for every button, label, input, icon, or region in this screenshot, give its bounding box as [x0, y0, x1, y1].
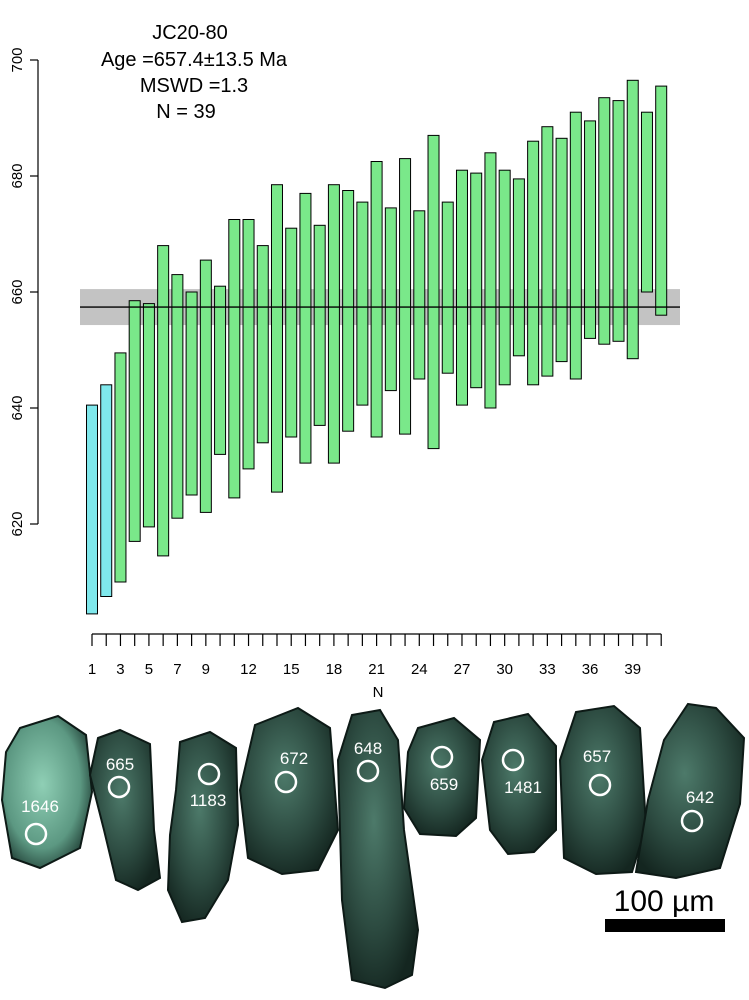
y-tick-label: 700 [9, 47, 26, 72]
grain-age-label: 648 [354, 739, 382, 758]
x-tick-label: 33 [539, 661, 556, 678]
x-tick-label: 24 [411, 661, 428, 678]
spot-5 [356, 759, 380, 783]
scale-bar: 100 µm [605, 885, 725, 932]
spot-8 [588, 773, 612, 797]
x-tick-label: 21 [368, 661, 385, 678]
zircon-grain-7 [480, 712, 557, 856]
age-bar [356, 201, 369, 406]
x-tick-label: 9 [202, 661, 210, 678]
scale-bar-line [605, 919, 725, 932]
age-bar [228, 219, 241, 499]
spot-3 [197, 762, 221, 786]
grain-age-label: 665 [106, 755, 134, 774]
age-bar [527, 140, 540, 386]
age-bar [242, 219, 255, 470]
x-tick-label: 36 [582, 661, 599, 678]
age-bar [455, 169, 468, 406]
y-tick-label: 680 [9, 163, 26, 188]
sample-count: N = 39 [156, 101, 215, 123]
zircon-grain-9 [634, 702, 746, 880]
age-bar [270, 184, 283, 493]
age-bar [185, 291, 198, 496]
spot-9 [680, 809, 704, 833]
age-bar [100, 384, 113, 597]
age-bar [384, 207, 397, 392]
zircon-grain-5 [336, 708, 420, 990]
x-tick-label: 39 [624, 661, 641, 678]
age-bar [584, 120, 597, 339]
age-bar [470, 172, 483, 389]
x-axis-title: N [373, 684, 384, 701]
zircon-grain-3 [166, 730, 240, 924]
zircon-grain-6 [402, 716, 482, 838]
y-tick-label: 660 [9, 279, 26, 304]
age-bar [256, 245, 269, 444]
grain-age-label: 657 [583, 747, 611, 766]
age-bar [157, 245, 170, 557]
age-bar [598, 97, 611, 345]
spot-2 [107, 775, 131, 799]
x-tick-label: 5 [145, 661, 153, 678]
grain-age-label: 659 [430, 775, 458, 794]
age-bar [512, 178, 525, 357]
age-bar [655, 85, 668, 316]
age-bar [413, 210, 426, 380]
x-tick-label: 3 [116, 661, 124, 678]
mswd-value: MSWD =1.3 [140, 75, 248, 97]
x-tick-label: 1 [88, 661, 96, 678]
zircon-grain-panel: 1646 665 1183 672 648 659 1481 657 642 [0, 702, 746, 990]
x-tick-label: 27 [454, 661, 471, 678]
age-bar [569, 111, 582, 380]
grain-age-label: 1646 [21, 797, 59, 816]
age-bar [541, 126, 554, 377]
age-bar [399, 158, 412, 435]
age-annotation: JC20-80 Age =657.4±13.5 Ma MSWD =1.3 N =… [101, 22, 288, 123]
age-bar [370, 161, 383, 438]
x-tick-label: 15 [283, 661, 300, 678]
age-bar [199, 259, 212, 513]
spot-7 [501, 748, 525, 772]
age-bar [285, 227, 298, 438]
zircon-grain-2 [88, 728, 162, 892]
age-bar [299, 192, 312, 464]
age-bar [114, 352, 127, 583]
spot-1 [24, 822, 48, 846]
age-bar [484, 152, 497, 409]
grain-age-label: 672 [280, 749, 308, 768]
age-result: Age =657.4±13.5 Ma [101, 49, 288, 71]
age-bar [327, 184, 340, 464]
x-tick-label: 30 [496, 661, 513, 678]
grain-age-label: 1183 [190, 791, 227, 810]
x-tick-label: 12 [240, 661, 257, 678]
age-bar [313, 224, 326, 426]
x-tick-label: 7 [173, 661, 181, 678]
spot-4 [274, 770, 298, 794]
age-bar [171, 274, 184, 519]
x-tick-label: 18 [326, 661, 343, 678]
age-bar [427, 134, 440, 450]
age-bar [640, 111, 653, 293]
age-bar [86, 404, 98, 615]
age-bar [342, 190, 355, 432]
y-tick-label: 620 [9, 511, 26, 536]
age-bar [128, 300, 141, 542]
age-bar [612, 100, 625, 342]
sample-id: JC20-80 [152, 22, 228, 44]
age-bar [142, 303, 155, 528]
age-bar [214, 285, 227, 455]
age-bar [441, 201, 454, 374]
zircon-grain-1 [0, 714, 94, 870]
age-bar [555, 137, 568, 363]
chart-plot-area: 620 640 660 680 700 1 3 5 7 9 12 15 18 21 24 27 30 33 36 39 [9, 47, 680, 678]
scale-bar-label: 100 µm [614, 885, 715, 918]
age-bar [498, 169, 511, 386]
grain-age-label: 642 [686, 788, 714, 807]
spot-6 [430, 745, 454, 769]
zircon-grain-8 [558, 704, 648, 876]
grain-age-label: 1481 [504, 778, 542, 797]
y-tick-label: 640 [9, 395, 26, 420]
age-bar [626, 79, 639, 360]
